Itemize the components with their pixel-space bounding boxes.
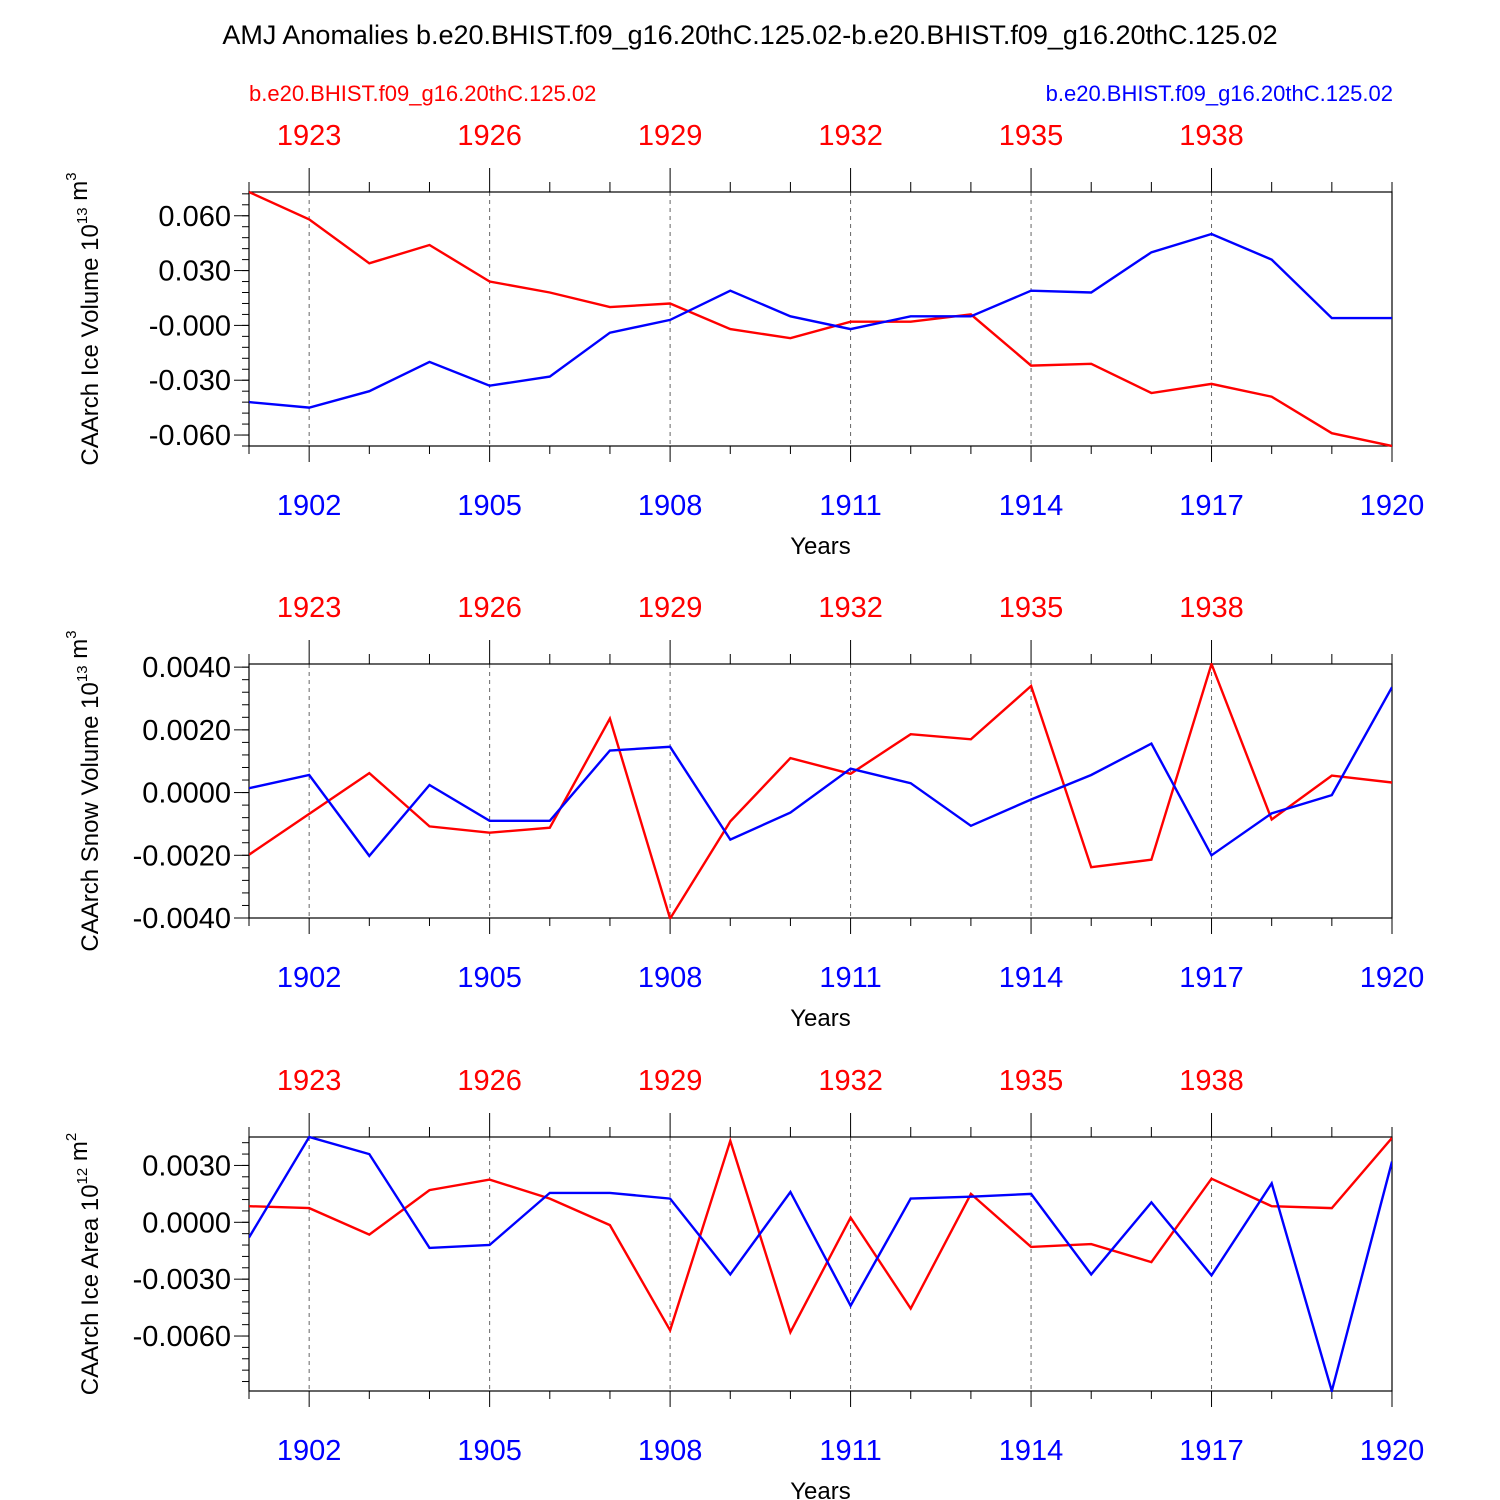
x-tick-label: 1917 <box>1179 1435 1244 1467</box>
x-tick-label: 1911 <box>819 1435 881 1467</box>
chart-panel-1: 1902 1905 1908 1911 1914 1917 1920 1923 1926 1929… <box>63 120 1424 560</box>
series-line-blue <box>249 1136 1392 1392</box>
x-tick-label: 1911 <box>819 962 881 994</box>
chart-panel-2: 1902 1905 1908 1911 1914 1917 1920 1923 1926 1929… <box>63 592 1424 1032</box>
top-x-tick-label: 1938 <box>1179 120 1244 152</box>
x-tick-label: 1905 <box>457 1435 522 1467</box>
y-axis-title-part: m <box>66 181 93 208</box>
x-tick-label: 1908 <box>638 962 703 994</box>
y-axis-title-part: 3 <box>63 172 80 180</box>
y-axis-title-part: 2 <box>63 1133 80 1141</box>
series-line-blue <box>249 232 1392 409</box>
x-tick-label: 1920 <box>1360 962 1425 994</box>
top-x-tick-label: 1938 <box>1179 592 1244 624</box>
top-x-tick-label: 1938 <box>1179 1065 1244 1097</box>
x-axis-title: Years <box>790 1005 851 1032</box>
x-tick-label: 1917 <box>1179 962 1244 994</box>
y-tick-label: 0.030 <box>158 256 231 288</box>
legend-right-label: b.e20.BHIST.f09_g16.20thC.125.02 <box>1046 81 1393 106</box>
y-tick-label: -0.0040 <box>133 903 231 935</box>
legend-left-label: b.e20.BHIST.f09_g16.20thC.125.02 <box>249 81 596 106</box>
x-tick-label: 1908 <box>638 490 703 522</box>
top-x-tick-label: 1932 <box>818 1065 883 1097</box>
y-axis-title-part: m <box>66 639 93 666</box>
top-x-tick-label: 1926 <box>457 120 522 152</box>
y-axis-title-part: m <box>66 1141 93 1168</box>
x-axis-title: Years <box>790 1478 851 1500</box>
top-x-tick-label: 1935 <box>999 120 1064 152</box>
y-axis-title-part: CAArch Ice Area 10 <box>77 1184 104 1395</box>
top-x-tick-label: 1926 <box>457 592 522 624</box>
y-tick-label: -0.0060 <box>133 1321 231 1353</box>
y-axis-title-part: 13 <box>74 665 91 682</box>
y-tick-label: 0.0020 <box>142 715 231 747</box>
plot-frame <box>248 1136 1393 1392</box>
plot-frame <box>248 191 1393 447</box>
top-x-tick-label: 1932 <box>818 120 883 152</box>
x-tick-label: 1920 <box>1360 490 1425 522</box>
top-x-tick-label: 1932 <box>818 592 883 624</box>
top-x-tick-label: 1926 <box>457 1065 522 1097</box>
y-axis-title: CAArch Ice Volume 1013 m3 <box>63 172 104 465</box>
y-tick-label: 0.0040 <box>142 652 231 684</box>
top-x-tick-label: 1929 <box>638 120 703 152</box>
x-tick-label: 1914 <box>999 490 1064 522</box>
y-axis-title: CAArch Ice Area 1012 m2 <box>63 1133 104 1395</box>
top-x-tick-label: 1923 <box>277 120 342 152</box>
top-x-tick-label: 1923 <box>277 1065 342 1097</box>
x-tick-label: 1902 <box>277 1435 342 1467</box>
chart-panel-3: 1902 1905 1908 1911 1914 1917 1920 1923 1926 1929… <box>63 1065 1424 1500</box>
figure-title: AMJ Anomalies b.e20.BHIST.f09_g16.20thC.… <box>222 20 1277 50</box>
y-tick-label: -0.060 <box>149 420 231 452</box>
y-tick-label: 0.0000 <box>142 778 231 810</box>
x-tick-label: 1920 <box>1360 1435 1425 1467</box>
x-tick-label: 1905 <box>457 962 522 994</box>
x-tick-label: 1902 <box>277 962 342 994</box>
y-tick-label: -0.0030 <box>133 1264 231 1296</box>
y-axis-title-part: 3 <box>63 630 80 638</box>
x-tick-label: 1908 <box>638 1435 703 1467</box>
y-axis-title-part: CAArch Ice Volume 10 <box>77 224 104 465</box>
y-axis-title-part: CAArch Snow Volume 10 <box>77 682 104 951</box>
series-line-blue <box>249 686 1392 858</box>
top-x-tick-label: 1935 <box>999 592 1064 624</box>
x-tick-label: 1911 <box>819 490 881 522</box>
y-tick-label: -0.0020 <box>133 840 231 872</box>
plot-frame <box>248 663 1393 919</box>
top-x-tick-label: 1935 <box>999 1065 1064 1097</box>
y-tick-label: -0.000 <box>149 310 231 342</box>
x-tick-label: 1905 <box>457 490 522 522</box>
y-tick-label: 0.060 <box>158 201 231 233</box>
x-tick-label: 1902 <box>277 490 342 522</box>
x-tick-label: 1914 <box>999 962 1064 994</box>
top-x-tick-label: 1929 <box>638 1065 703 1097</box>
y-tick-label: 0.0030 <box>142 1150 231 1182</box>
x-tick-label: 1914 <box>999 1435 1064 1467</box>
series-line-red <box>249 1136 1392 1336</box>
y-axis-title-part: 12 <box>74 1168 91 1185</box>
y-tick-label: -0.030 <box>149 365 231 397</box>
series-line-red <box>249 663 1392 919</box>
top-x-tick-label: 1929 <box>638 592 703 624</box>
y-axis-title: CAArch Snow Volume 1013 m3 <box>63 630 104 951</box>
x-axis-title: Years <box>790 533 851 560</box>
y-axis-title-part: 13 <box>74 207 91 224</box>
y-tick-label: 0.0000 <box>142 1207 231 1239</box>
series-line-red <box>249 191 1392 447</box>
x-tick-label: 1917 <box>1179 490 1244 522</box>
top-x-tick-label: 1923 <box>277 592 342 624</box>
